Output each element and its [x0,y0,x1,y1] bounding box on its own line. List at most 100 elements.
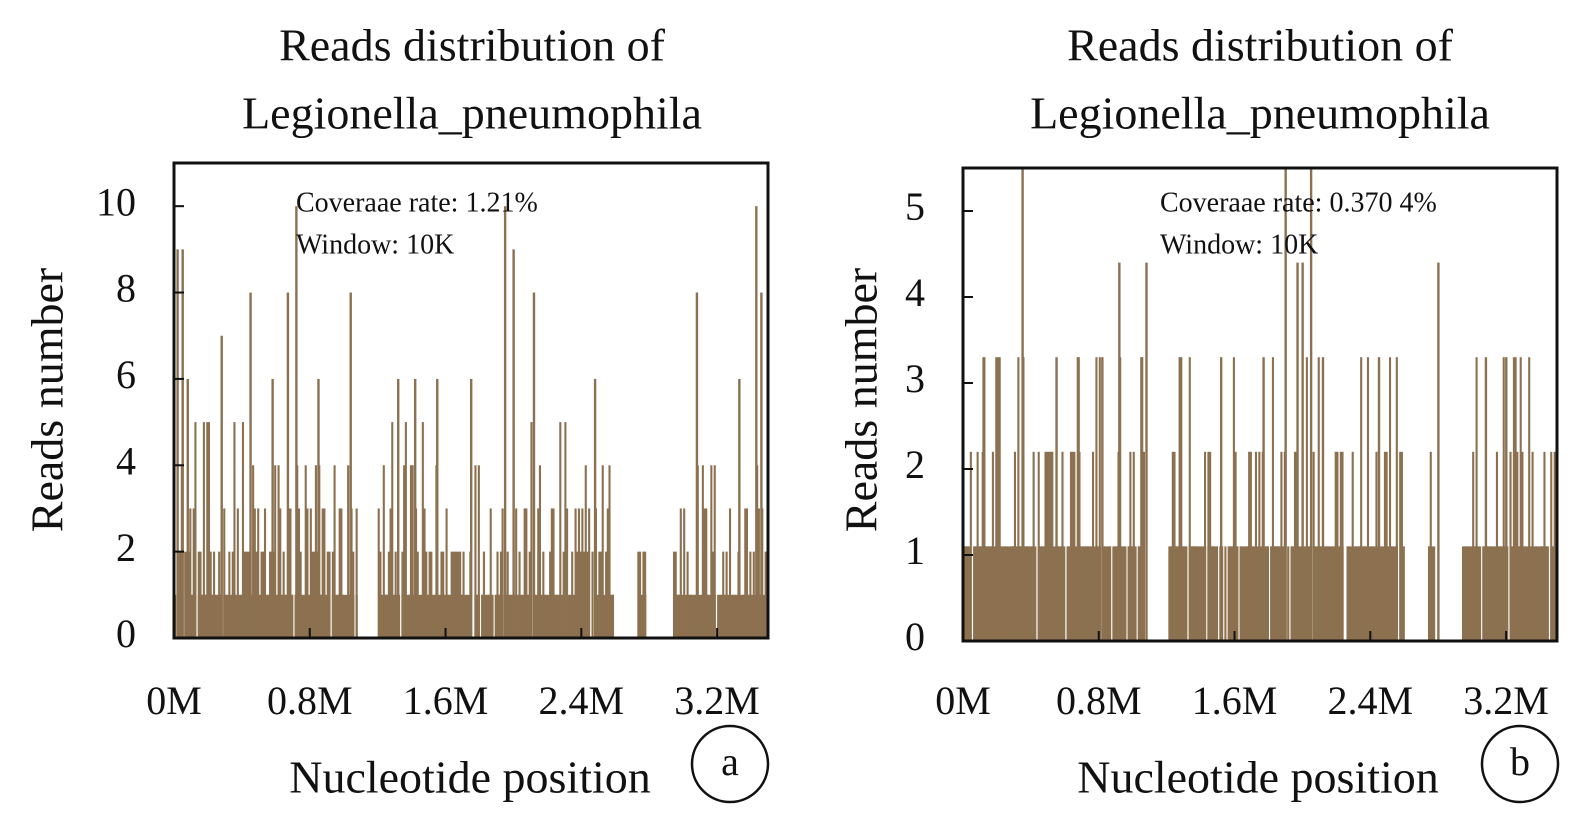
bar [306,508,309,638]
bar [1334,451,1337,641]
y-axis-label: Reads number [836,268,887,532]
bar [1519,357,1522,641]
bar [382,594,385,638]
bar [744,508,747,638]
bar [1041,546,1044,641]
bar [387,594,391,638]
bar [689,594,693,638]
bar [1468,546,1471,641]
bar [487,594,491,638]
bar [1475,357,1478,641]
bar [1512,357,1515,641]
bar [1348,546,1351,641]
bar [537,594,540,638]
bar [973,546,976,641]
bar [1545,546,1548,641]
bar [610,594,613,638]
bar [576,594,579,638]
bar [717,594,720,638]
y-tick-label: 3 [905,356,925,401]
bar [1034,546,1037,641]
bar [1142,451,1145,641]
bar [996,357,1000,641]
bar [1229,546,1232,641]
bar [204,594,207,638]
bar-peak [295,206,298,638]
bar [314,465,317,638]
bar [1287,546,1290,641]
bar [550,508,553,638]
plot-frame [961,166,1559,643]
bar-peak [695,292,699,638]
bar [725,551,728,638]
bar [379,594,382,638]
bar [1042,546,1045,641]
bar [426,594,430,638]
panel-label: a [721,739,739,784]
bar [1098,357,1101,641]
bar [1010,546,1013,641]
bar [213,594,216,638]
bar [1081,546,1084,641]
bar [445,508,448,638]
bar [1292,546,1295,641]
bar [476,594,479,638]
bar [409,594,413,638]
bar [403,465,406,638]
bar [1227,546,1230,641]
bar [263,508,267,638]
bar [1390,546,1393,641]
bar [1546,546,1549,641]
bar [1086,546,1090,641]
bar [1246,546,1249,641]
bar [1387,546,1390,641]
bar [995,357,998,641]
bar [547,594,550,638]
bar [701,465,704,638]
bar [455,551,458,638]
bar [1108,546,1112,641]
bar [481,594,484,638]
bar [257,594,260,638]
bar [1382,546,1385,641]
bar [489,508,492,638]
bar [735,594,738,638]
bar [462,594,465,638]
bar [705,508,708,638]
plot-frame [172,161,770,640]
bar [202,422,205,638]
bar [1193,546,1197,641]
bar [1265,546,1268,641]
bar [1511,546,1514,641]
bar [1029,546,1032,641]
bar [1523,546,1526,641]
x-tick-label: 3.2M [1463,678,1549,723]
bar [467,594,470,638]
bar [464,594,467,638]
bar [501,594,504,638]
bar [1429,546,1432,641]
bar [1198,546,1201,641]
bar [258,594,261,638]
bar [1324,546,1327,641]
bar [238,594,241,638]
bar [520,594,523,638]
bar [515,594,518,638]
bar [1256,546,1259,641]
bar [1075,546,1078,641]
bar [644,594,647,638]
bar [252,465,255,638]
bar [730,594,733,638]
bar [1370,546,1373,641]
bar [423,508,426,638]
bar [1254,451,1258,641]
bar [241,594,245,638]
bar [1358,546,1361,641]
bar [1241,546,1244,641]
bar [711,551,715,638]
bar [274,465,277,638]
bar [538,465,541,638]
bar [1497,546,1500,641]
bar [1521,451,1524,641]
bar [1202,546,1205,641]
